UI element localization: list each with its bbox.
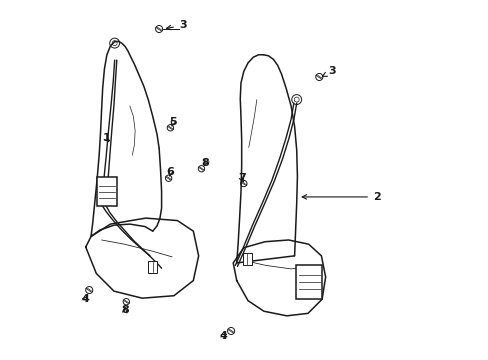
Text: 3: 3 [166,21,186,31]
Text: 2: 2 [302,192,380,202]
Text: 4: 4 [81,294,89,304]
Text: 5: 5 [169,117,177,127]
Text: 3: 3 [322,66,335,76]
Text: 8: 8 [202,158,209,168]
FancyBboxPatch shape [243,253,251,265]
FancyBboxPatch shape [97,177,117,207]
FancyBboxPatch shape [148,261,157,273]
Text: 1: 1 [102,133,110,143]
FancyBboxPatch shape [296,265,322,299]
Text: 8: 8 [121,305,129,315]
Text: 6: 6 [166,167,174,177]
Text: 4: 4 [219,331,227,341]
Text: 7: 7 [237,173,245,183]
